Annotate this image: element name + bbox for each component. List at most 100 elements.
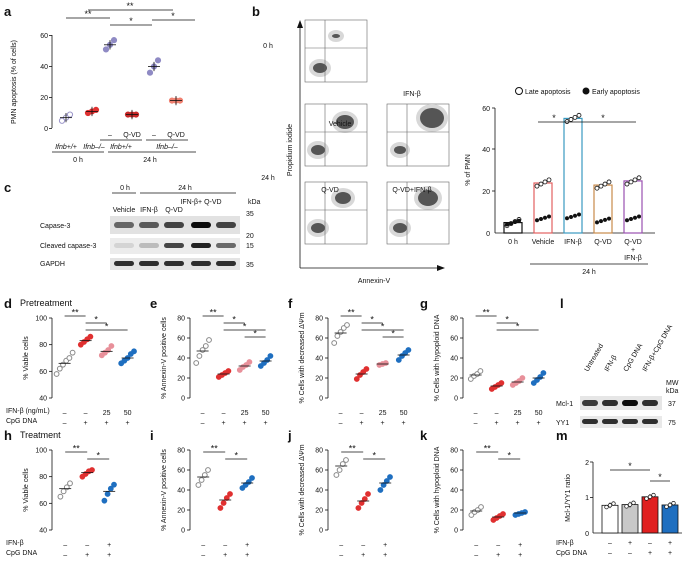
legend-late-label: Late apoptosis bbox=[525, 89, 571, 96]
panel-m-ytick-1: 1 bbox=[585, 495, 589, 502]
row-h-cpg-label: CpG DNA bbox=[6, 550, 37, 557]
data-point bbox=[395, 357, 402, 363]
panel-letter-g: g bbox=[420, 296, 428, 311]
panel-letter-b: b bbox=[252, 4, 260, 19]
panel-m-sig-2: * bbox=[658, 472, 662, 482]
cpg-value: + bbox=[107, 552, 111, 559]
panel-m-ifn-value: – bbox=[648, 540, 652, 547]
y-tick-label: 60 bbox=[450, 336, 458, 343]
panel-b-early-point bbox=[625, 218, 629, 223]
panel-a-sig-2: ** bbox=[126, 1, 134, 11]
panel-m: Mcl-1/YY1 ratio 0 1 2 * * IFN-β CpG DNA … bbox=[556, 460, 682, 557]
panel-l-blot-yy1 bbox=[580, 416, 662, 428]
panel-m-point bbox=[647, 494, 653, 499]
sig-mark: ** bbox=[73, 444, 81, 454]
panel-b-sig-2: * bbox=[601, 113, 605, 123]
cpg-value: + bbox=[381, 420, 385, 427]
cpg-value: + bbox=[361, 552, 365, 559]
panel-a-time-0h: 0 h bbox=[73, 157, 83, 164]
panel-a-point bbox=[110, 37, 118, 44]
y-tick-label: 60 bbox=[315, 468, 323, 475]
panel-c-marker-15: 15 bbox=[246, 243, 254, 250]
ylabel: % Cells with hypoploid DNA bbox=[434, 314, 441, 401]
panel-a-qvd-3: – bbox=[152, 132, 156, 139]
panel-c-band-cleaved bbox=[216, 243, 236, 248]
cpg-value: + bbox=[360, 420, 364, 427]
ifn-value: 50 bbox=[124, 410, 132, 417]
cpg-value: + bbox=[402, 420, 406, 427]
ifn-value: 25 bbox=[379, 410, 387, 417]
panel-b-ytick-0: 0 bbox=[486, 231, 490, 238]
sig-mark: * bbox=[391, 329, 395, 339]
panel-m-bars bbox=[601, 492, 679, 534]
panel-l-row-yy1: YY1 bbox=[556, 420, 569, 427]
row-d-labels: IFN-β (ng/mL) CpG DNA bbox=[6, 408, 50, 425]
data-point bbox=[198, 477, 205, 483]
panel-b-flow-xlabel: Annexin-V bbox=[358, 278, 391, 285]
data-point bbox=[365, 491, 371, 497]
cpg-value: – bbox=[63, 420, 67, 427]
data-point bbox=[333, 472, 340, 478]
sig-mark: * bbox=[105, 322, 109, 332]
data-point bbox=[477, 368, 484, 374]
cpg-value: – bbox=[339, 420, 343, 427]
panel-c-time-24h: 24 h bbox=[178, 185, 192, 192]
ifn-value: – bbox=[474, 410, 478, 417]
data-point bbox=[478, 504, 484, 510]
y-tick-label: 60 bbox=[177, 336, 185, 343]
y-tick-label: 40 bbox=[39, 396, 47, 403]
panel-b-late-point bbox=[628, 179, 634, 185]
panel-a-sig-1: ** bbox=[84, 9, 92, 19]
cpg-value: + bbox=[126, 420, 130, 427]
y-tick-label: 40 bbox=[39, 528, 47, 535]
panel-b-bar bbox=[623, 180, 643, 234]
flow-density-core bbox=[418, 190, 438, 206]
data-point bbox=[355, 505, 362, 511]
cpg-value: – bbox=[474, 552, 478, 559]
ifn-value: – bbox=[360, 410, 364, 417]
ifn-value: + bbox=[518, 542, 522, 549]
panel-c-lane-ifnb: IFN-β bbox=[140, 207, 158, 214]
ifn-value: 25 bbox=[514, 410, 522, 417]
panel-b-time-0h: 0 h bbox=[263, 43, 273, 50]
panel-c-marker-35a: 35 bbox=[246, 211, 254, 218]
cpg-value: + bbox=[105, 420, 109, 427]
sig-mark: * bbox=[381, 322, 385, 332]
panel-c-lane-combo: IFN-β+ Q-VD bbox=[180, 199, 221, 206]
panel-b-early-point bbox=[577, 212, 581, 217]
panel-a-point bbox=[154, 57, 162, 64]
data-point bbox=[387, 474, 393, 480]
panel-m-point bbox=[604, 504, 609, 510]
legend-late-marker bbox=[515, 87, 523, 95]
panel-b-late-point bbox=[602, 181, 608, 187]
y-tick-label: 0 bbox=[181, 396, 185, 403]
ylabel: % Cells with decreased ΔΨm bbox=[299, 444, 306, 535]
panel-a-ytick-20: 20 bbox=[40, 95, 48, 102]
sig-mark: * bbox=[234, 451, 238, 461]
panel-c-band-gapdh bbox=[191, 261, 211, 266]
panel-b-early-point bbox=[547, 214, 551, 219]
data-point bbox=[227, 491, 233, 497]
panel-c: 0 h 24 h Vehicle IFN-β Q-VD IFN-β+ Q-VD … bbox=[40, 185, 261, 270]
panel-b-flow-label-qvd: Q-VD bbox=[321, 187, 339, 194]
data-point bbox=[195, 482, 202, 488]
cpg-value: + bbox=[518, 552, 522, 559]
panel-m-ylabel: Mcl-1/YY1 ratio bbox=[565, 474, 572, 522]
cpg-value: – bbox=[201, 420, 205, 427]
y-tick-label: 0 bbox=[454, 528, 458, 535]
panel-c-lane-vehicle: Vehicle bbox=[113, 207, 136, 214]
panel-c-row-cleaved: Cleaved capase-3 bbox=[40, 243, 97, 250]
panel-b-early-point bbox=[569, 214, 573, 219]
row-d-ifn-label: IFN-β (ng/mL) bbox=[6, 408, 50, 415]
ifn-value: + bbox=[383, 542, 387, 549]
panel-c-band-gapdh bbox=[164, 261, 184, 266]
y-tick-label: 80 bbox=[39, 342, 47, 349]
ifn-value: 25 bbox=[241, 410, 249, 417]
cpg-value: + bbox=[264, 420, 268, 427]
panel-m-ytick-2: 2 bbox=[585, 460, 589, 467]
row-d-cpg-label: CpG DNA bbox=[6, 418, 37, 425]
y-tick-label: 20 bbox=[315, 376, 323, 383]
y-tick-label: 40 bbox=[450, 488, 458, 495]
y-tick-label: 80 bbox=[177, 316, 185, 323]
